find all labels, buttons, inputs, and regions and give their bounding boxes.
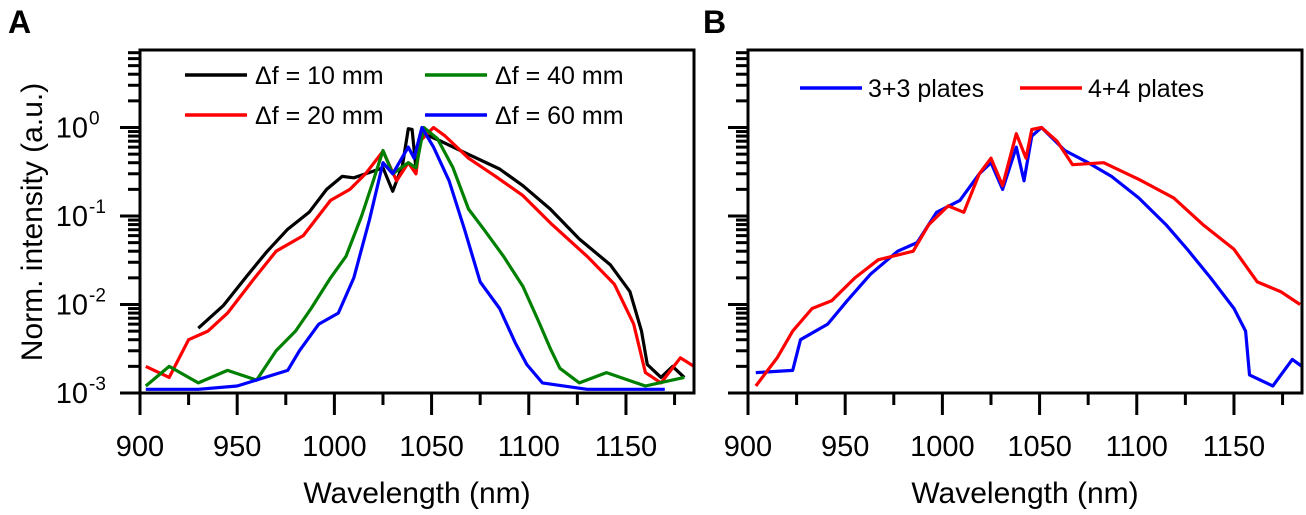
x-tick-label: 1000 [302,431,367,463]
y-tick-label-exponent: 0 [89,109,100,130]
x-axis-label-b: Wavelength (nm) [911,477,1138,510]
x-tick-label: 900 [116,431,164,463]
legend-label-2: Δf = 40 mm [495,62,624,90]
x-tick-label: 1050 [1007,431,1072,463]
panel-a: A Norm. intensity (a.u.) Wavelength (nm)… [8,4,696,510]
x-tick-label: 1000 [910,431,975,463]
y-tick-label-exponent: -1 [89,197,106,218]
x-tick-label: 1150 [595,431,657,463]
legend-label-1: 4+4 plates [1088,75,1204,103]
y-tick-label-exponent: -2 [89,286,106,307]
y-tick-label-base: 10 [56,201,88,233]
x-tick-label: 950 [821,431,869,463]
y-tick-label-exponent: -3 [89,374,106,395]
series-line-1 [754,125,1301,387]
panel-label-a: A [8,4,31,40]
x-tick-label: 950 [213,431,261,463]
legend-label-3: Δf = 60 mm [495,102,624,130]
panel-label-b: B [703,4,726,40]
series-line-3 [145,125,665,391]
legend-label-0: Δf = 10 mm [255,62,384,90]
legend-label-1: Δf = 20 mm [255,102,384,130]
y-axis-label: Norm. intensity (a.u.) [16,83,49,361]
x-tick-label: 1100 [1106,431,1168,463]
x-tick-label: 1050 [399,431,464,463]
series-line-0 [197,127,686,379]
x-tick-label: 900 [724,431,772,463]
series-line-1 [145,125,694,385]
y-tick-label-base: 10 [56,113,88,145]
panel-b: B Wavelength (nm) 900 950 1000 1050 1100 1150… [703,4,1304,510]
y-tick-label-base: 10 [56,290,88,322]
series-line-0 [755,125,1302,388]
x-tick-label: 1100 [498,431,560,463]
y-tick-label-base: 10 [56,378,88,410]
legend-label-0: 3+3 plates [868,75,984,103]
x-axis-label-a: Wavelength (nm) [303,477,530,510]
plot-frame [746,48,1304,395]
x-tick-label: 1150 [1203,431,1265,463]
series-line-2 [144,125,685,388]
